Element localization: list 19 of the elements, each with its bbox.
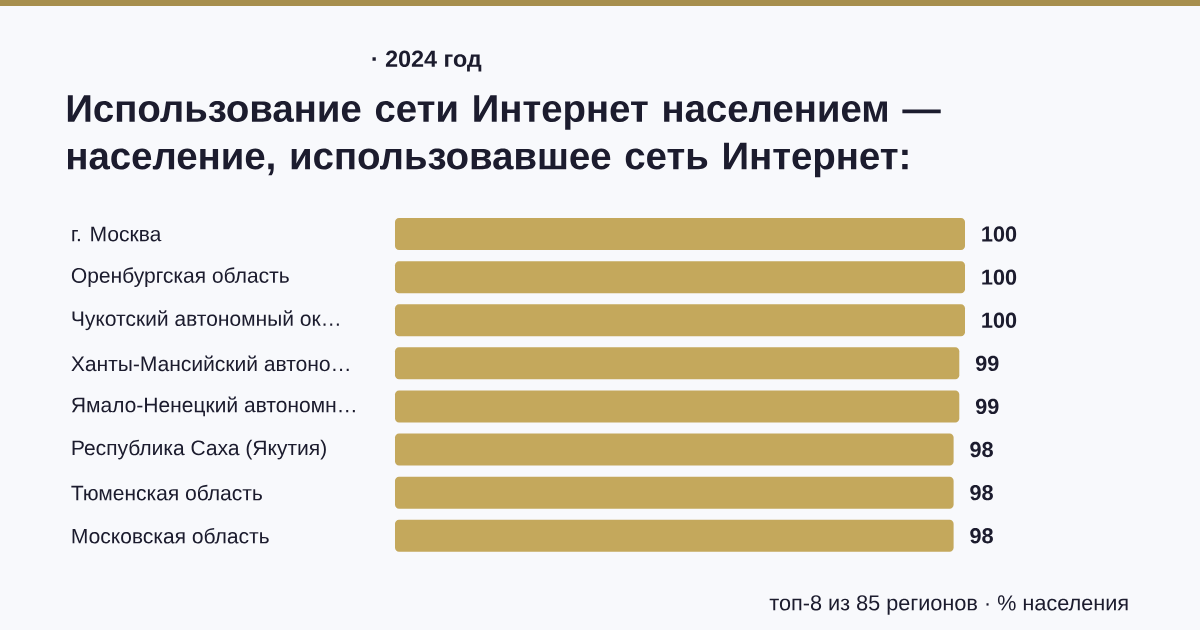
y-tick-label: Чукотский автономный ок… [72,310,339,331]
data-label: 100 [982,226,1017,242]
data-label: 100 [982,269,1017,285]
y-tick-label: Тюменская область [71,484,262,501]
data-label: 100 [982,312,1017,328]
y-tick-label: Республика Саха (Якутия) [72,439,326,460]
text: топ-8 из 85 регионов · % населения [769,595,1128,615]
y-tick-label: Ямало-Ненецкий автономн… [71,396,355,417]
y-tick-label: г. Москва [72,226,162,242]
y-tick-label: Оренбургская область [71,267,289,288]
y-tick-label: Московская область [72,527,269,544]
data-label: 99 [975,355,999,372]
data-label: 98 [970,484,993,501]
data-label: 99 [975,398,999,415]
y-tick-label: Ханты-Мансийский автоно… [71,355,349,372]
data-label: 98 [970,528,993,544]
chart-subtitle: · 2024 год [372,50,482,72]
data-label: 98 [970,441,993,458]
chart-title: Использование сети Интернет населением — население, использовавшее сеть Интернет: [67,95,941,178]
